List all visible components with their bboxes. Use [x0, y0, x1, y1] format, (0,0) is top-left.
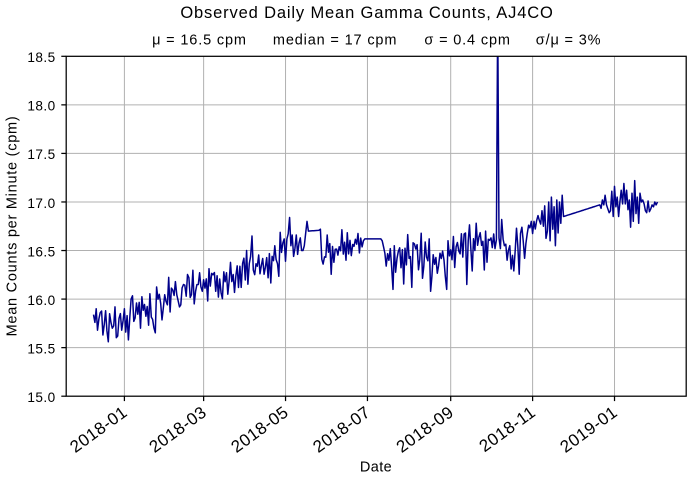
svg-text:17.5: 17.5 — [27, 147, 55, 162]
svg-text:18.5: 18.5 — [27, 50, 55, 65]
svg-text:Mean Counts per Minute (cpm): Mean Counts per Minute (cpm) — [5, 116, 21, 337]
svg-text:17.0: 17.0 — [27, 196, 55, 211]
svg-text:μ = 16.5 cpm: μ = 16.5 cpm — [152, 32, 247, 48]
svg-text:16.0: 16.0 — [27, 293, 55, 308]
svg-text:σ = 0.4 cpm: σ = 0.4 cpm — [424, 32, 510, 48]
svg-text:σ/μ = 3%: σ/μ = 3% — [536, 32, 602, 48]
svg-text:15.5: 15.5 — [27, 341, 55, 356]
svg-text:median = 17 cpm: median = 17 cpm — [273, 32, 397, 48]
svg-text:Date: Date — [360, 460, 392, 476]
svg-text:18.0: 18.0 — [27, 99, 55, 114]
svg-text:16.5: 16.5 — [27, 244, 55, 259]
svg-text:Observed Daily Mean Gamma Coun: Observed Daily Mean Gamma Counts, AJ4CO — [180, 4, 553, 22]
svg-text:15.0: 15.0 — [27, 390, 55, 405]
